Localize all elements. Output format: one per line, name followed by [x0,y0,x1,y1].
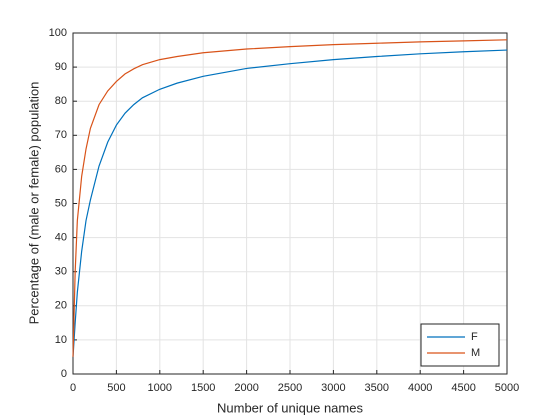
x-tick-label: 3000 [321,382,345,394]
x-tick-label: 1500 [191,382,215,394]
x-tick-label: 1000 [148,382,172,394]
legend-box [420,323,500,367]
y-tick-label: 50 [55,197,67,209]
y-tick-label: 70 [55,129,67,141]
x-tick-label: 0 [70,382,76,394]
line [72,49,508,357]
y-tick-label: 10 [55,334,67,346]
y-tick-label: 80 [55,95,67,107]
plot-frame [72,32,508,375]
line [72,39,508,357]
x-tick-label: 5000 [495,382,519,394]
y-axis-label: Percentage of (male or female) populatio… [26,82,41,325]
x-axis-label: Number of unique names [217,400,363,415]
x-tick-label: 2500 [278,382,302,394]
x-tick-label: 4000 [408,382,432,394]
y-tick-label: 100 [49,27,67,39]
legend-label: M [471,347,480,359]
y-tick-label: 60 [55,163,67,175]
y-tick-label: 20 [55,300,67,312]
legend-label: F [471,331,478,343]
x-tick-label: 3500 [365,382,389,394]
x-tick-label: 4500 [451,382,475,394]
y-tick-label: 40 [55,232,67,244]
y-tick-label: 30 [55,266,67,278]
x-tick-label: 2000 [234,382,258,394]
y-tick-label: 0 [61,368,67,380]
x-tick-label: 500 [107,382,125,394]
y-tick-label: 90 [55,61,67,73]
